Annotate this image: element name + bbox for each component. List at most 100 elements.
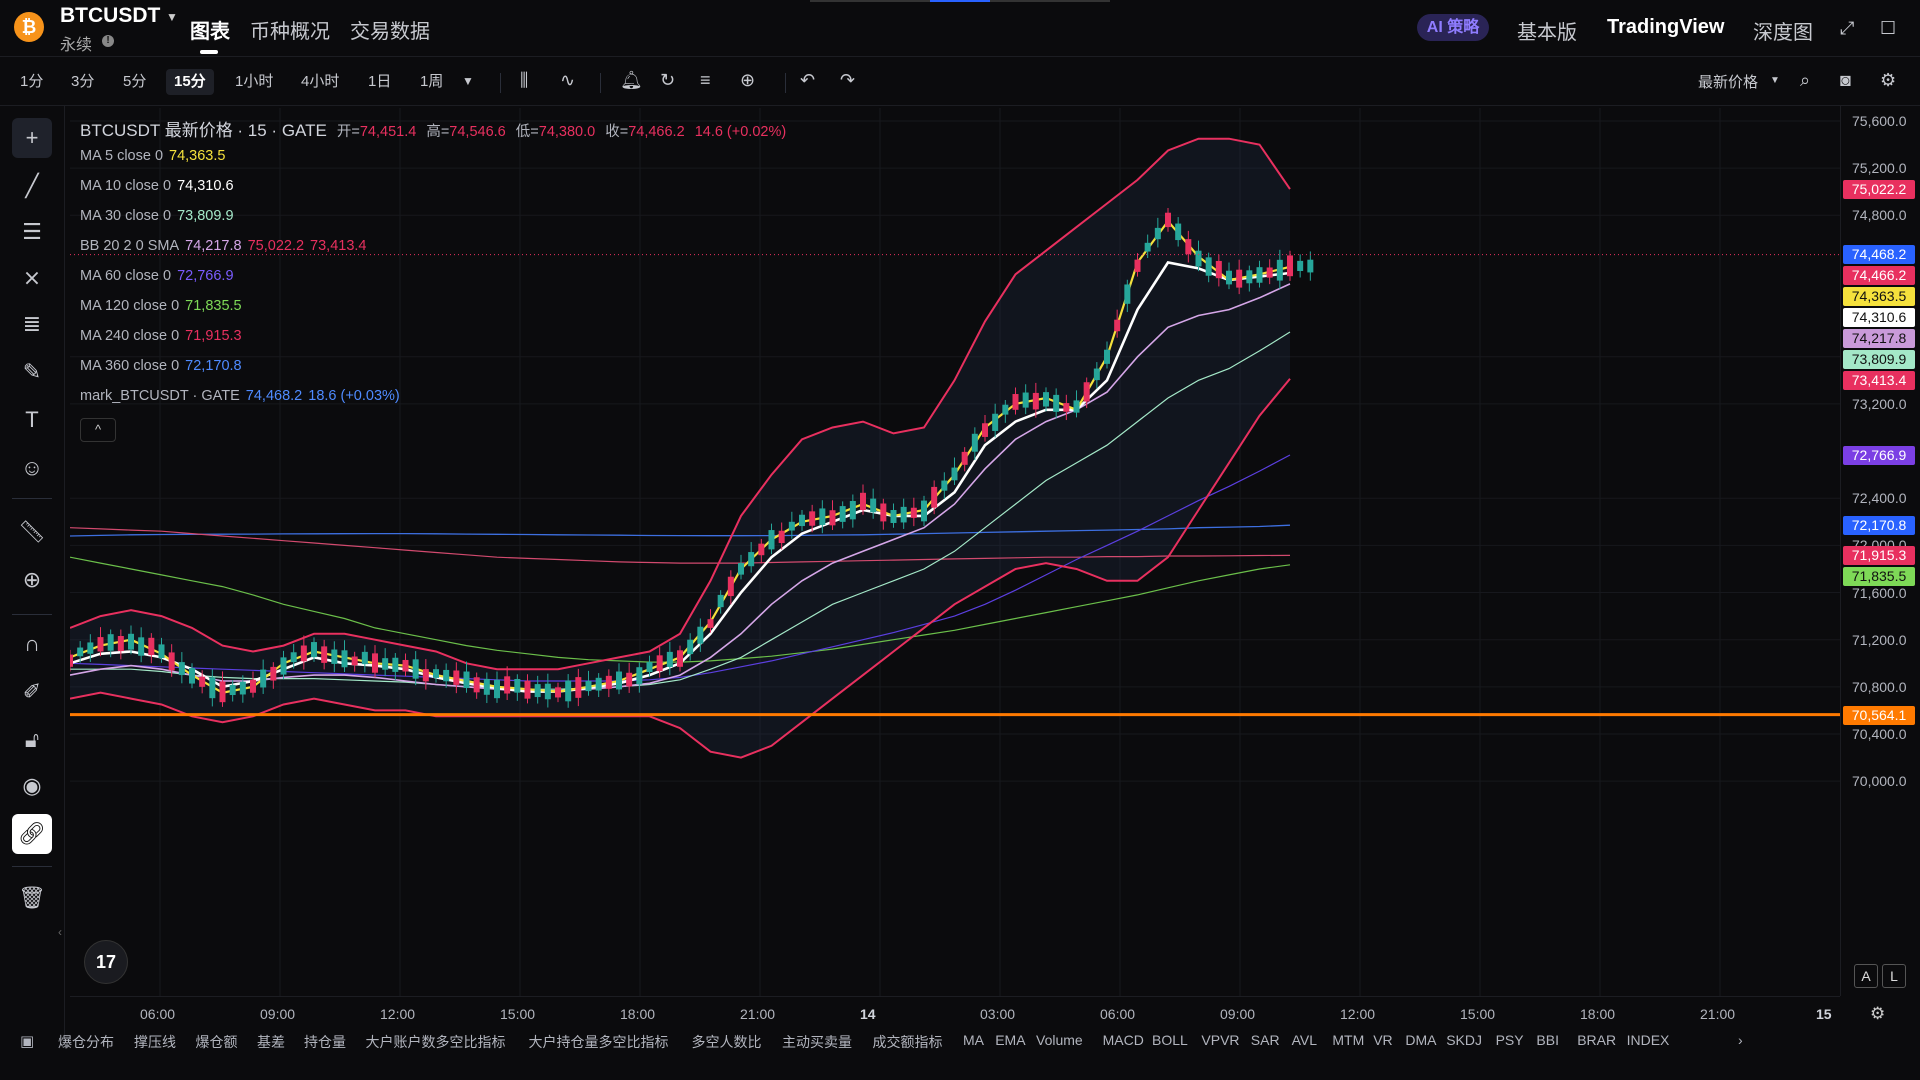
legend-indicator-row[interactable]: MA 120 close 0 71,835.5 bbox=[80, 298, 248, 314]
camera-icon[interactable]: ◙ bbox=[1840, 70, 1851, 90]
candle-body bbox=[260, 669, 267, 688]
indicator-tab[interactable]: MTM bbox=[1332, 1032, 1365, 1048]
collapse-toolbar-icon[interactable]: ‹ bbox=[58, 925, 62, 939]
timeframe-1d[interactable]: 1日 bbox=[368, 73, 392, 90]
gear-icon[interactable]: ⚙ bbox=[1870, 1004, 1886, 1023]
link-icon[interactable]: 🔗︎ bbox=[12, 814, 52, 854]
indicator-tab[interactable]: Volume bbox=[1036, 1032, 1083, 1048]
fullscreen-icon[interactable]: ☐ bbox=[1880, 18, 1897, 38]
replay-icon[interactable]: ↻ bbox=[660, 70, 676, 90]
trendline-icon[interactable]: ╱ bbox=[25, 173, 39, 198]
expand-icon[interactable]: ⤢ bbox=[1840, 18, 1855, 38]
chevron-down-icon[interactable]: ▼ bbox=[1770, 75, 1780, 86]
horizontal-lines-icon[interactable]: ☰ bbox=[22, 219, 42, 244]
legend-indicator-row[interactable]: BB 20 2 0 SMA 74,217.8 75,022.2 73,413.4 bbox=[80, 238, 373, 254]
timeframe-1w[interactable]: 1周 bbox=[420, 73, 444, 90]
tab-trade-data[interactable]: 交易数据 bbox=[350, 21, 430, 43]
indicator-tab[interactable]: BOLL bbox=[1152, 1032, 1188, 1048]
timeframe-1m[interactable]: 1分 bbox=[20, 73, 44, 90]
indicator-tab[interactable]: VR bbox=[1373, 1032, 1393, 1048]
timeframe-1h[interactable]: 1小时 bbox=[235, 73, 274, 90]
undo-icon[interactable]: ↶ bbox=[800, 70, 816, 90]
legend-indicator-row[interactable]: MA 240 close 0 71,915.3 bbox=[80, 328, 248, 344]
indicator-tab[interactable]: 基差 bbox=[257, 1034, 285, 1050]
indicator-tab[interactable]: 持仓量 bbox=[304, 1034, 346, 1050]
eye-icon[interactable]: ◉ bbox=[22, 773, 42, 798]
alert-icon[interactable]: 🔔︎ bbox=[620, 70, 643, 90]
indicator-tab[interactable]: VPVR bbox=[1201, 1032, 1240, 1048]
tab-tradingview[interactable]: TradingView bbox=[1607, 16, 1725, 38]
zoom-in-icon[interactable]: ⊕ bbox=[22, 567, 42, 592]
candle-body bbox=[433, 669, 439, 678]
pattern-icon[interactable]: ⨯ bbox=[22, 265, 42, 290]
legend-indicator-row[interactable]: MA 10 close 0 74,310.6 bbox=[80, 178, 240, 194]
chevron-down-icon[interactable]: ▼ bbox=[462, 74, 474, 88]
indicator-tab[interactable]: DMA bbox=[1405, 1032, 1437, 1048]
emoji-icon[interactable]: ☺ bbox=[20, 455, 44, 480]
magnet-icon[interactable]: ∩ bbox=[24, 631, 40, 656]
indicator-tab[interactable]: SAR bbox=[1250, 1032, 1280, 1048]
indicator-tab[interactable]: 爆仓分布 bbox=[58, 1034, 114, 1050]
indicator-tab[interactable]: EMA bbox=[995, 1032, 1026, 1048]
template-icon[interactable]: ≡ bbox=[700, 70, 711, 90]
indicator-tab[interactable]: INDEX bbox=[1626, 1032, 1670, 1048]
legend-indicator-row[interactable]: MA 60 close 0 72,766.9 bbox=[80, 268, 240, 284]
candle-body bbox=[473, 677, 480, 693]
legend-indicator-row[interactable]: MA 5 close 0 74,363.5 bbox=[80, 148, 231, 164]
timeframe-15m[interactable]: 15分 bbox=[166, 69, 214, 95]
calendar-icon[interactable]: ▣ bbox=[20, 1033, 35, 1050]
ai-strategy-button[interactable]: AI 策略 bbox=[1417, 14, 1489, 41]
redo-icon[interactable]: ↷ bbox=[840, 70, 856, 90]
timeframe-4h[interactable]: 4小时 bbox=[301, 73, 340, 90]
price-type-select[interactable]: 最新价格 bbox=[1698, 74, 1759, 91]
indicator-tab[interactable]: AVL bbox=[1291, 1032, 1318, 1048]
indicators-icon[interactable]: ∿ bbox=[560, 70, 576, 90]
fib-icon[interactable]: ≣ bbox=[22, 311, 42, 336]
price-chart[interactable] bbox=[70, 108, 1840, 996]
indicator-tab[interactable]: MACD bbox=[1102, 1032, 1144, 1048]
time-axis[interactable] bbox=[70, 996, 1840, 1033]
price-axis[interactable] bbox=[1840, 106, 1920, 996]
crosshair-icon[interactable]: + bbox=[12, 118, 52, 158]
indicator-tab[interactable]: 多空人数比 bbox=[691, 1034, 762, 1050]
legend-indicator-row[interactable]: mark_BTCUSDT · GATE 74,468.2 18.6 (+0.03%) bbox=[80, 388, 406, 404]
tab-coin-overview[interactable]: 币种概况 bbox=[250, 21, 330, 43]
timeframe-3m[interactable]: 3分 bbox=[71, 73, 95, 90]
legend-indicator-row[interactable]: MA 360 close 0 72,170.8 bbox=[80, 358, 248, 374]
tab-chart[interactable]: 图表 bbox=[190, 21, 230, 43]
indicator-tab[interactable]: 成交额指标 bbox=[872, 1034, 943, 1050]
ruler-icon[interactable]: 📏︎ bbox=[18, 519, 46, 544]
trash-icon[interactable]: 🗑︎ bbox=[18, 885, 46, 910]
price-tick: 72,400.0 bbox=[1852, 490, 1907, 507]
text-icon[interactable]: T bbox=[25, 407, 39, 432]
indicator-tab[interactable]: 主动买卖量 bbox=[782, 1034, 852, 1050]
indicator-tab[interactable]: BBI bbox=[1536, 1032, 1559, 1048]
indicator-tab[interactable]: 大户账户数多空比指标 bbox=[365, 1034, 506, 1050]
lock-icon[interactable]: 🔓︎ bbox=[24, 727, 40, 752]
add-icon[interactable]: ⊕ bbox=[740, 70, 756, 90]
indicator-tab[interactable]: SKDJ bbox=[1446, 1032, 1482, 1048]
indicator-tab[interactable]: 爆仓额 bbox=[195, 1034, 238, 1050]
tab-depth[interactable]: 深度图 bbox=[1753, 22, 1813, 44]
indicator-tab[interactable]: BRAR bbox=[1577, 1032, 1617, 1048]
indicator-tab[interactable]: MA bbox=[963, 1032, 984, 1048]
indicator-tab[interactable]: PSY bbox=[1495, 1032, 1524, 1048]
lock-drawing-icon[interactable]: ✐ bbox=[22, 679, 42, 704]
tab-basic[interactable]: 基本版 bbox=[1517, 22, 1577, 44]
legend-indicator-row[interactable]: MA 30 close 0 73,809.9 bbox=[80, 208, 240, 224]
search-icon[interactable]: ⌕ bbox=[1800, 70, 1811, 90]
indicator-tab[interactable]: 大户持仓量多空比指标 bbox=[528, 1034, 669, 1050]
auto-scale-button[interactable]: A bbox=[1854, 964, 1878, 988]
candle-type-icon[interactable]: ⫼ bbox=[520, 70, 529, 90]
collapse-legend-button[interactable]: ^ bbox=[80, 418, 116, 442]
indicator-tab[interactable]: 撑压线 bbox=[134, 1034, 176, 1050]
active-tab-indicator bbox=[200, 50, 218, 54]
chevron-right-icon[interactable]: › bbox=[1738, 1032, 1743, 1048]
symbol-name[interactable]: BTCUSDT bbox=[60, 4, 161, 27]
timeframe-5m[interactable]: 5分 bbox=[123, 73, 147, 90]
gear-icon[interactable]: ⚙ bbox=[1880, 70, 1897, 90]
chevron-down-icon[interactable]: ▼ bbox=[166, 10, 178, 24]
brush-icon[interactable]: ✎ bbox=[22, 359, 42, 384]
log-scale-button[interactable]: L bbox=[1882, 964, 1906, 988]
info-icon[interactable]: ! bbox=[102, 35, 114, 47]
